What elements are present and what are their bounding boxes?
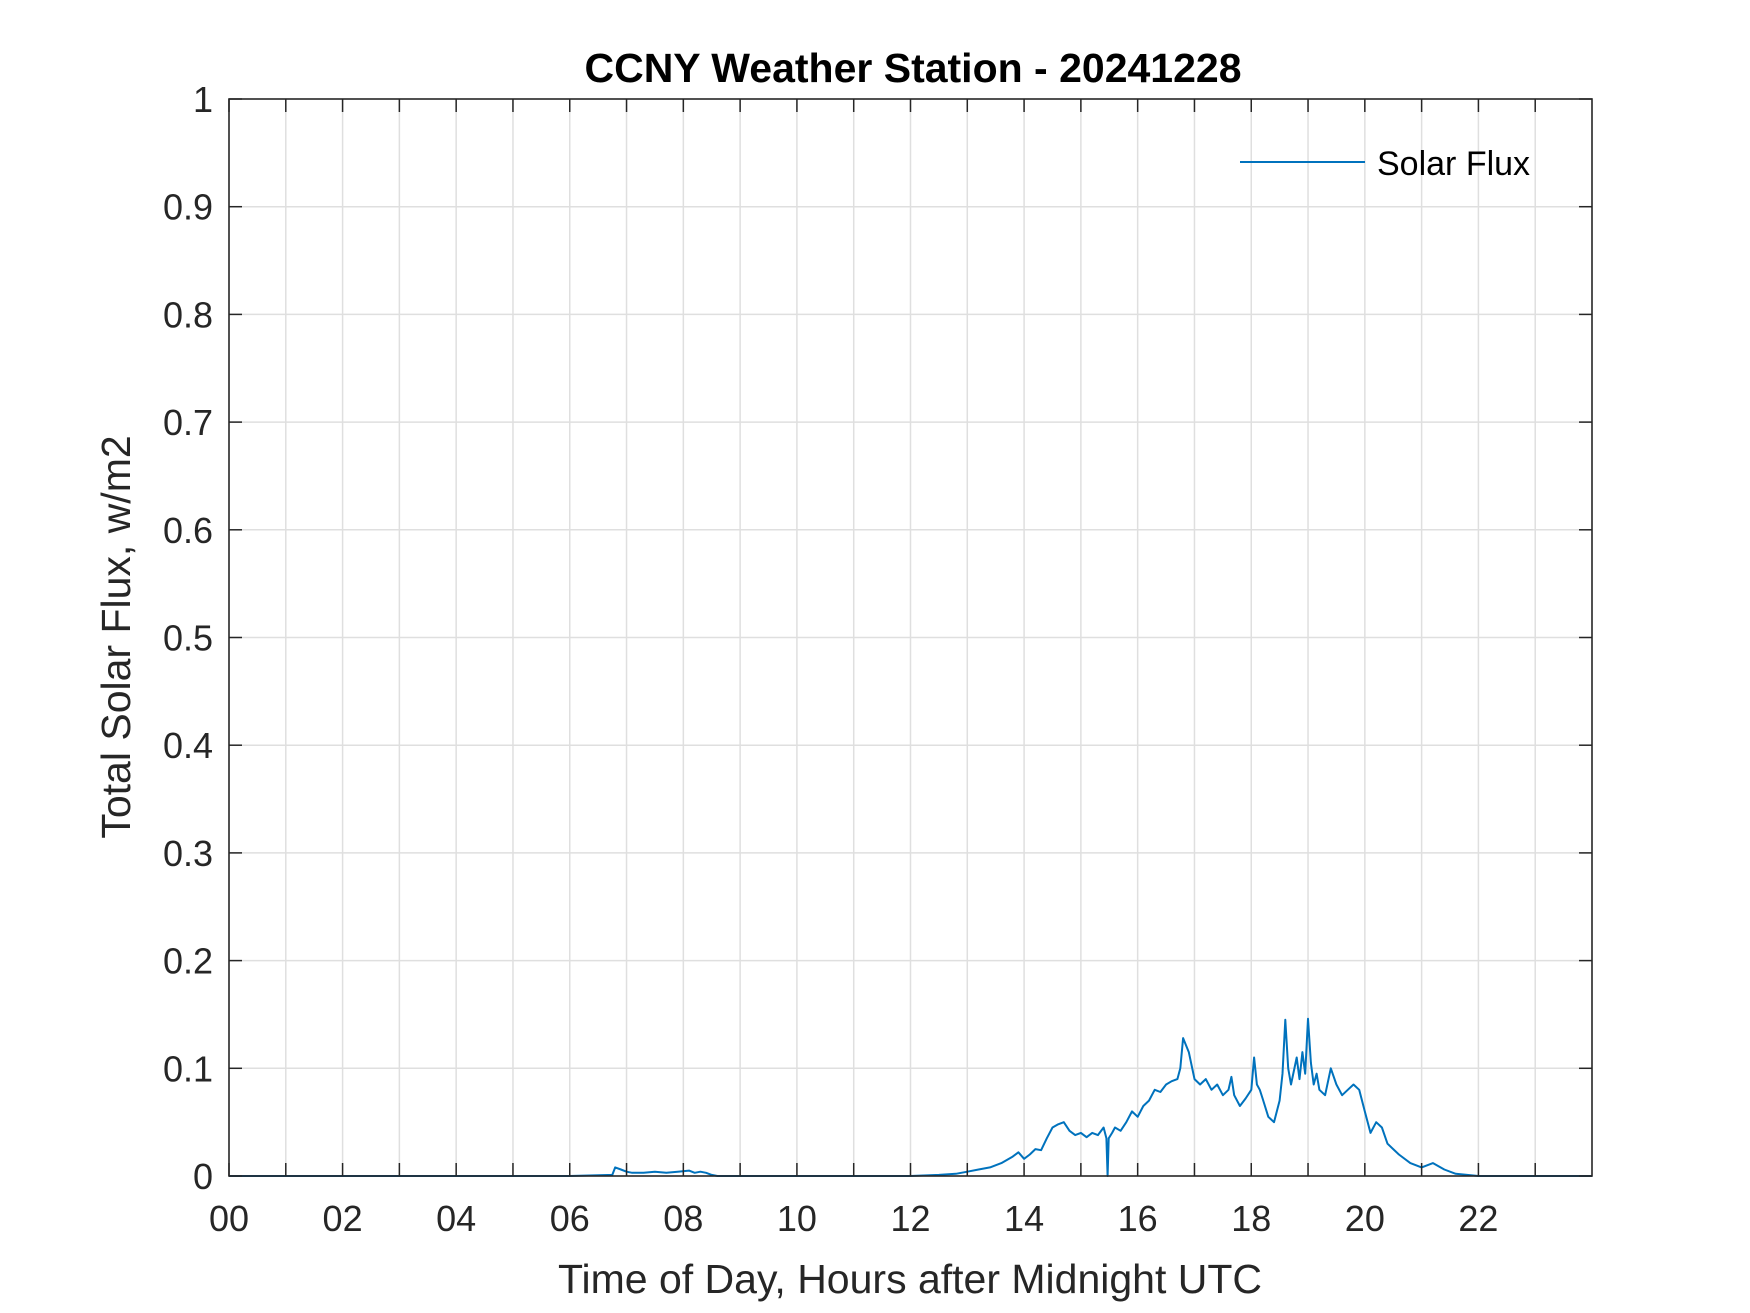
y-tick-label: 0.9 (163, 187, 213, 228)
x-tick-label: 20 (1345, 1198, 1385, 1239)
y-tick-label: 0 (193, 1156, 213, 1197)
x-tick-label: 18 (1231, 1198, 1271, 1239)
x-tick-label: 02 (323, 1198, 363, 1239)
y-tick-label: 0.3 (163, 833, 213, 874)
legend-label-solar-flux: Solar Flux (1377, 145, 1530, 183)
x-tick-label: 12 (890, 1198, 930, 1239)
legend: Solar Flux (1240, 145, 1530, 183)
y-tick-label: 0.2 (163, 941, 213, 982)
y-tick-label: 0.8 (163, 294, 213, 335)
y-tick-label: 0.6 (163, 510, 213, 551)
axis-ticks (228, 98, 1592, 1177)
grid-lines (229, 99, 1592, 1176)
x-tick-label: 10 (777, 1198, 817, 1239)
x-axis-label: Time of Day, Hours after Midnight UTC (558, 1256, 1262, 1302)
y-tick-label: 0.5 (163, 618, 213, 659)
y-tick-labels: 0 0.1 0.2 0.3 0.4 0.5 0.6 0.7 0.8 0.9 1 (163, 79, 213, 1197)
x-tick-label: 00 (209, 1198, 249, 1239)
chart-title: CCNY Weather Station - 20241228 (584, 45, 1241, 91)
y-tick-label: 1 (193, 79, 213, 120)
x-tick-label: 08 (663, 1198, 703, 1239)
x-tick-label: 04 (436, 1198, 476, 1239)
x-tick-labels: 00 02 04 06 08 10 12 14 16 18 20 22 (209, 1198, 1498, 1239)
y-tick-label: 0.1 (163, 1048, 213, 1089)
y-tick-label: 0.7 (163, 402, 213, 443)
x-tick-label: 16 (1118, 1198, 1158, 1239)
y-axis-label: Total Solar Flux, w/m2 (93, 435, 139, 838)
x-tick-label: 22 (1458, 1198, 1498, 1239)
x-tick-label: 06 (550, 1198, 590, 1239)
y-tick-label: 0.4 (163, 725, 213, 766)
x-tick-label: 14 (1004, 1198, 1044, 1239)
